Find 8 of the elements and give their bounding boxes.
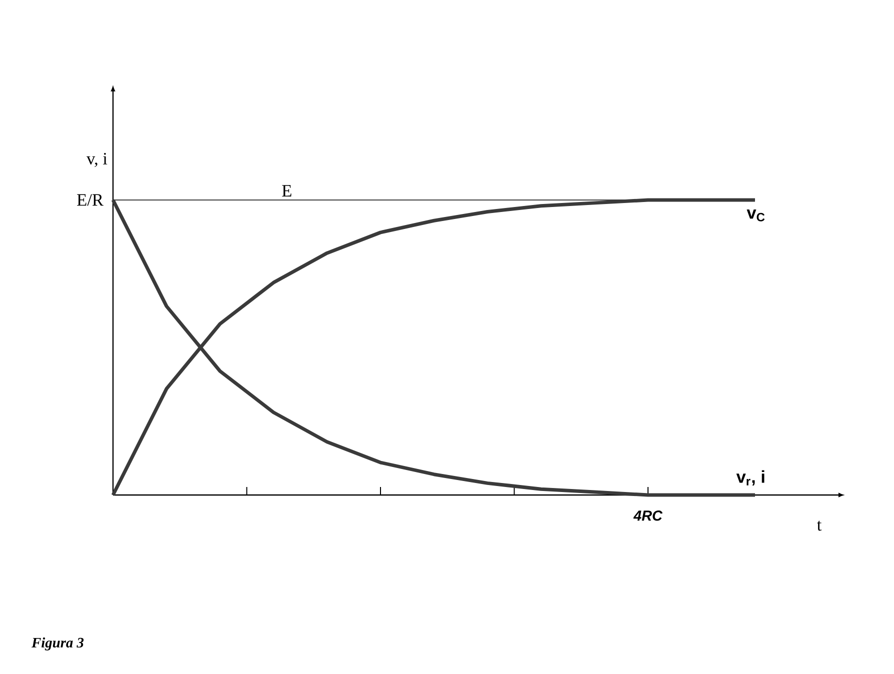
y-axis-title: v, i — [86, 152, 108, 168]
ref-line-label: E — [282, 185, 292, 196]
text: E/R — [77, 194, 104, 206]
series-label: v$_{C}$ — [746, 210, 765, 222]
x-axis-title: t — [817, 520, 822, 531]
text: Figura 3 — [32, 637, 84, 650]
text: 4RC — [633, 510, 663, 521]
series-label: v$_{r}$, i — [736, 470, 764, 486]
